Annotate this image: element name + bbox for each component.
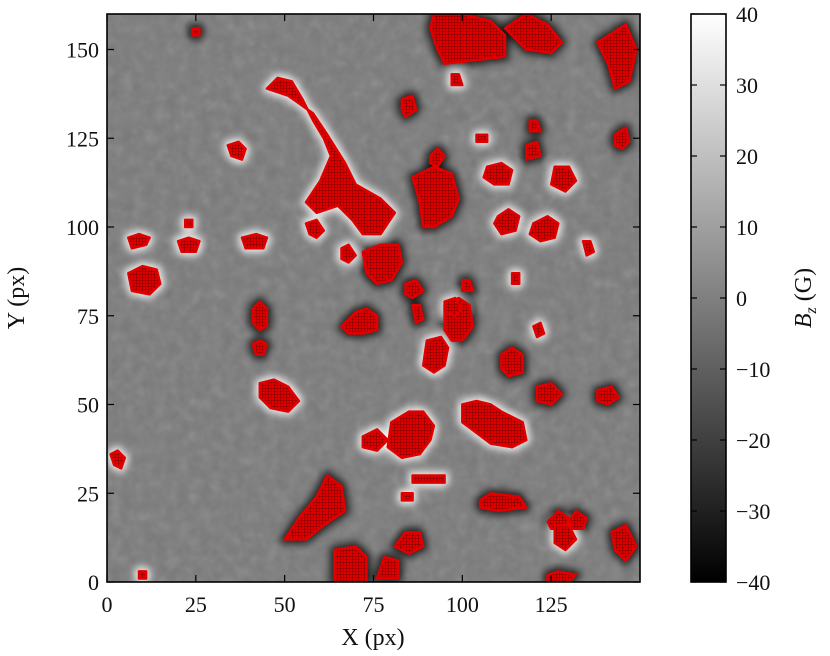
colorbar-tick-label: 30 [736, 73, 758, 98]
negative-flux-region [333, 545, 368, 582]
heatmap-texture [107, 14, 640, 582]
y-axis-label: Y (px) [4, 267, 30, 329]
negative-flux-region [429, 14, 507, 65]
y-tick-label: 150 [66, 38, 99, 63]
y-tick-label: 25 [77, 481, 99, 506]
colorbar-tick-label: −20 [736, 428, 770, 453]
negative-flux-region [596, 385, 620, 406]
negative-flux-region [478, 492, 528, 513]
colorbar-tick-label: −10 [736, 357, 770, 382]
colorbar-tick-label: −40 [736, 570, 770, 595]
negative-flux-region [535, 381, 564, 406]
negative-flux-region [500, 346, 524, 378]
positive-flux-region [553, 523, 578, 552]
colorbar-tick-label: 10 [736, 215, 758, 240]
positive-flux-region [361, 428, 389, 452]
positive-flux-region [304, 218, 326, 239]
negative-flux-region [429, 147, 446, 168]
positive-flux-region [183, 218, 194, 229]
colorbar-tick-label: 40 [736, 2, 758, 27]
positive-flux-region [482, 161, 514, 186]
negative-flux-region [546, 570, 578, 582]
colorbar-tick-label: −30 [736, 499, 770, 524]
positive-flux-region [340, 243, 357, 264]
negative-flux-region [393, 531, 425, 555]
positive-flux-region [137, 570, 148, 580]
positive-flux-region [400, 492, 414, 502]
colorbar: −40 −30 −20 −10 0 10 20 30 40 Bz (G) [690, 2, 820, 595]
negative-flux-region [400, 94, 418, 119]
x-tick-label: 125 [535, 592, 568, 617]
negative-flux-region [503, 14, 564, 55]
heatmap-plot-area [107, 14, 640, 582]
x-tick-label: 0 [102, 592, 113, 617]
positive-flux-region [461, 399, 528, 449]
positive-flux-region [510, 271, 521, 286]
negative-flux-region [613, 126, 631, 151]
positive-flux-region [109, 449, 127, 470]
positive-flux-region [176, 236, 201, 254]
colorbar-label: Bz (G) [791, 268, 820, 328]
negative-flux-region [283, 474, 347, 541]
positive-flux-region [421, 335, 450, 374]
negative-flux-region [525, 140, 542, 161]
negative-flux-region [251, 300, 269, 332]
positive-flux-region [581, 239, 596, 257]
positive-flux-region [386, 410, 436, 460]
positive-flux-region [443, 296, 464, 318]
colorbar-ticks: −40 −30 −20 −10 0 10 20 30 40 [691, 2, 770, 595]
colorbar-tick-label: 0 [736, 286, 747, 311]
colorbar-label-unit: (G) [791, 268, 817, 301]
positive-flux-region [528, 215, 560, 243]
x-tick-label: 25 [185, 592, 207, 617]
positive-flux-region [493, 208, 521, 236]
negative-flux-region [461, 279, 475, 293]
negative-flux-region [361, 243, 404, 286]
negative-flux-region [251, 339, 269, 357]
positive-flux-region [127, 232, 151, 250]
y-tick-label: 0 [88, 570, 99, 595]
positive-flux-region [127, 264, 162, 296]
positive-flux-region [240, 232, 269, 250]
negative-flux-region [528, 119, 542, 133]
negative-flux-region [404, 279, 425, 300]
x-tick-label: 50 [274, 592, 296, 617]
heatmap-region-layer [109, 14, 638, 582]
x-tick-label: 100 [446, 592, 479, 617]
negative-flux-region [411, 303, 425, 325]
negative-flux-region [411, 165, 461, 229]
colorbar-label-sub: z [803, 306, 820, 314]
x-tick-label: 75 [363, 592, 385, 617]
positive-flux-region [258, 378, 301, 413]
negative-flux-region [567, 509, 588, 531]
y-tick-label: 75 [77, 304, 99, 329]
positive-flux-region [549, 165, 578, 193]
negative-flux-region [191, 26, 201, 37]
positive-flux-region [475, 133, 489, 144]
y-tick-label: 100 [66, 215, 99, 240]
y-tick-label: 50 [77, 393, 99, 418]
colorbar-label-main: B [791, 313, 817, 328]
negative-flux-region [596, 23, 638, 90]
negative-flux-region [340, 307, 379, 335]
negative-flux-region [375, 555, 400, 580]
negative-flux-region [610, 523, 638, 562]
positive-flux-region [265, 76, 397, 236]
positive-flux-region [450, 73, 464, 87]
y-axis-ticks: 0 25 50 75 100 125 150 [66, 38, 640, 595]
x-axis-label: X (px) [341, 625, 404, 651]
positive-flux-region [226, 140, 247, 161]
positive-flux-region [411, 474, 446, 484]
y-tick-label: 125 [66, 126, 99, 151]
x-axis-ticks: 0 25 50 75 100 125 [102, 14, 568, 617]
positive-flux-region [532, 321, 546, 339]
colorbar-tick-label: 20 [736, 144, 758, 169]
